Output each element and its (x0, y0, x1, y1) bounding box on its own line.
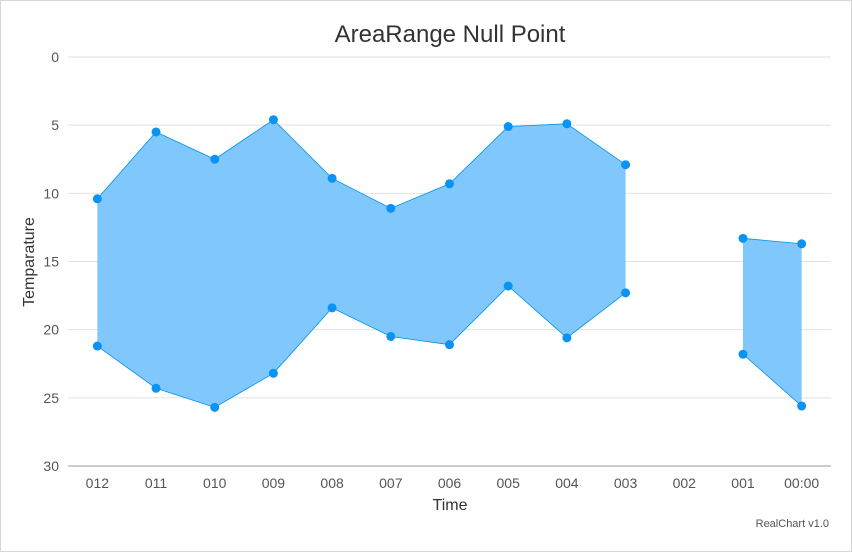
x-tick-label: 010 (203, 475, 227, 491)
data-point-low (738, 233, 748, 243)
data-point-high (210, 402, 220, 412)
y-axis-title: Temparature (21, 217, 38, 307)
x-tick-label: 008 (320, 475, 344, 491)
x-axis-title: Time (433, 497, 468, 514)
x-tick-label: 007 (379, 475, 403, 491)
x-tick-label: 009 (262, 475, 286, 491)
range-high-line (742, 353, 802, 407)
y-tick-label: 25 (43, 390, 59, 406)
data-point-high (327, 303, 337, 313)
data-point-low (92, 194, 102, 204)
data-point-low (445, 179, 454, 189)
x-tick-label: 012 (86, 475, 110, 491)
y-tick-label: 10 (43, 185, 59, 201)
y-axis-ticks: 0 5 10 15 20 25 30 (43, 49, 59, 474)
data-point-low (386, 203, 396, 213)
data-point-high (151, 383, 161, 393)
x-tick-label: 005 (497, 475, 521, 491)
range-low-line (742, 237, 802, 245)
data-point-high (738, 349, 748, 359)
data-point-high (445, 340, 454, 350)
data-point-low (268, 115, 278, 125)
y-tick-label: 15 (43, 254, 59, 270)
data-point-low (621, 160, 631, 170)
data-points (92, 115, 807, 412)
x-tick-label: 00:00 (784, 475, 819, 491)
x-tick-label: 003 (614, 475, 638, 491)
x-tick-label: 011 (145, 475, 168, 491)
data-point-low (327, 173, 337, 183)
data-point-low (797, 239, 807, 249)
y-tick-label: 30 (43, 458, 59, 474)
data-point-high (386, 331, 396, 341)
data-point-low (562, 119, 572, 129)
data-point-high (503, 281, 513, 291)
x-tick-label: 006 (438, 475, 462, 491)
data-point-high (562, 333, 572, 343)
data-point-low (151, 127, 161, 137)
data-point-high (621, 288, 631, 298)
range-high-line (97, 285, 626, 408)
range-area (742, 238, 802, 407)
data-point-high (797, 401, 807, 411)
x-tick-label: 004 (555, 475, 579, 491)
data-point-high (92, 341, 102, 351)
range-areas (97, 119, 802, 408)
data-point-low (503, 122, 513, 132)
x-axis-ticks: 012 011 010 009 008 007 006 005 004 003 002 001 00:0… (86, 475, 820, 491)
y-tick-label: 20 (43, 322, 59, 338)
data-point-low (210, 154, 220, 164)
chart-title: AreaRange Null Point (335, 21, 566, 48)
x-tick-label: 002 (673, 475, 697, 491)
chart-credit: RealChart v1.0 (756, 518, 829, 530)
x-tick-label: 001 (731, 475, 755, 491)
y-tick-label: 0 (51, 49, 59, 65)
data-point-high (268, 368, 278, 378)
range-low-line (97, 119, 626, 209)
y-tick-label: 5 (51, 117, 59, 133)
range-area (97, 119, 626, 408)
